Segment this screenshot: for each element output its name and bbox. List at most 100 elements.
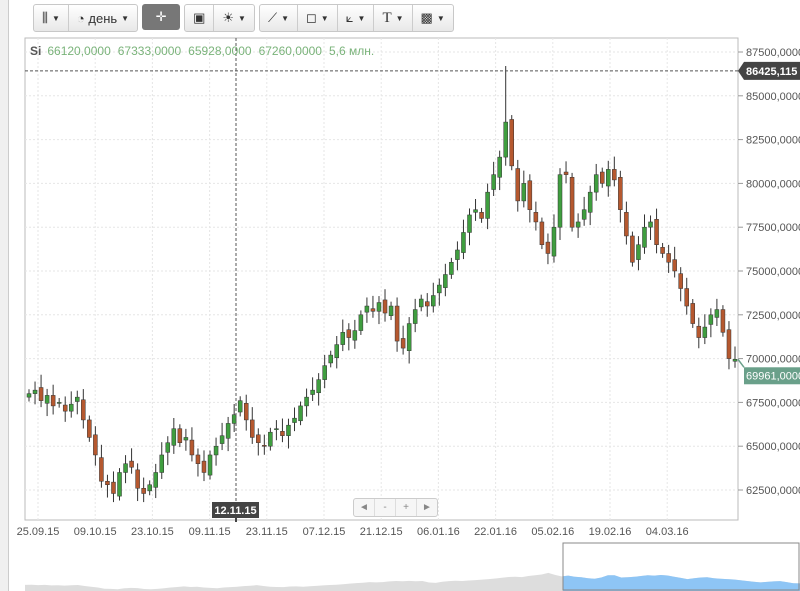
crosshair-price-label-bg (738, 61, 800, 80)
candle-body (370, 308, 376, 312)
candle-body (316, 379, 321, 394)
image-icon: ▩ (420, 10, 433, 25)
studies-button[interactable]: ☀ ▼ (222, 10, 246, 25)
candle-body (364, 305, 370, 313)
candle-body (455, 249, 460, 260)
candle-body (497, 156, 502, 178)
candle-body (606, 169, 611, 187)
candle-body (467, 214, 472, 233)
candle-body (310, 389, 315, 395)
close-value: 67260,0000 (258, 44, 322, 58)
candle-body (280, 431, 285, 436)
candle-body (81, 399, 86, 421)
candle-body (298, 405, 303, 422)
candle-body (461, 232, 466, 253)
zoom-in-button[interactable]: + (396, 499, 417, 516)
candle-body (44, 395, 50, 404)
candle-body (376, 302, 382, 312)
candle-body (111, 481, 116, 494)
navigator-window[interactable] (562, 542, 800, 591)
candle-body (666, 253, 671, 263)
candle-body (485, 191, 490, 219)
period-button[interactable]: ◔ день ▼ (76, 10, 130, 26)
candle-body (425, 301, 430, 307)
candle-body (32, 389, 38, 394)
candle-body (87, 419, 92, 438)
period-label: день (88, 10, 118, 26)
candle-body (557, 174, 563, 228)
x-tick-label: 21.12.15 (360, 526, 403, 538)
candle-body (672, 259, 677, 272)
candle-body (195, 454, 201, 464)
trend-tool-button[interactable]: ⟀ ▼ (338, 5, 375, 31)
candle-body (388, 305, 394, 316)
candle-body (678, 273, 683, 289)
candle-body (630, 235, 635, 263)
candle-body (334, 344, 339, 358)
last-price-pointer (737, 358, 745, 368)
candle-body (726, 329, 732, 359)
candle-body (159, 454, 165, 473)
line-tool-button[interactable]: ⟋ ▼ (260, 5, 298, 31)
candle-body (437, 284, 442, 294)
x-tick-label: 23.11.15 (246, 526, 288, 538)
bar-chart-icon: ▣ (193, 10, 206, 25)
text-tool-button[interactable]: T ▼ (374, 5, 413, 31)
candle-body (708, 314, 714, 325)
candle-body (563, 171, 569, 175)
chart-type-button[interactable]: ⫼ ▼ (34, 5, 69, 31)
crosshair-date-label-bg (212, 502, 259, 518)
navigator-window-series (563, 575, 800, 591)
indicators-button[interactable]: ▣ (185, 5, 215, 31)
candle-body (141, 487, 146, 494)
chart-toolbar: ⫼ ▼ ◔ день ▼ ✛ ▣ ☀ ▼ ⟋ ▼ ◻ ▼ ⟀ ▼ T ▼ ▩ ▼ (33, 4, 454, 32)
y-tick-label: 62500,0000 (746, 485, 800, 497)
candle-body (720, 309, 726, 333)
candle-body (129, 460, 134, 468)
x-tick-label: 19.02.16 (589, 526, 632, 538)
candle-body (75, 396, 80, 402)
candle-body (165, 442, 171, 453)
candle-body (304, 396, 309, 407)
crosshair-button[interactable]: ✛ (142, 4, 181, 30)
candle-body (346, 329, 352, 338)
x-tick-label: 25.09.15 (17, 526, 60, 538)
high-value: 67333,0000 (117, 44, 182, 58)
image-tool-button[interactable]: ▩ ▼ (420, 10, 445, 25)
candle-body (648, 221, 653, 228)
crosshair-date-label: 12.11.15 (214, 505, 256, 517)
candle-body (352, 330, 358, 341)
candle-body (250, 419, 255, 438)
candle-body (62, 404, 68, 412)
candle-body (533, 212, 539, 223)
y-tick-label: 72500,0000 (746, 310, 800, 322)
candle-body (123, 463, 128, 473)
candle-body (286, 424, 291, 436)
crosshair-price-label: 86425,115 (746, 66, 797, 78)
candle-body (213, 445, 219, 456)
scroll-right-button[interactable]: ► (422, 502, 432, 513)
candle-body (491, 174, 496, 190)
candle-body (38, 387, 44, 401)
candle-body (539, 221, 545, 245)
x-tick-label: 09.10.15 (74, 526, 117, 538)
candle-body (256, 434, 261, 443)
candle-body (99, 457, 104, 482)
zoom-out-button[interactable]: - (375, 499, 396, 516)
x-tick-label: 06.01.16 (417, 526, 460, 538)
candle-body (714, 309, 720, 318)
candle-body (696, 325, 702, 338)
x-tick-label: 04.03.16 (646, 526, 689, 538)
candle-body (358, 314, 364, 331)
candle-body (50, 395, 56, 407)
candle-body (292, 417, 297, 423)
scroll-left-button[interactable]: ◄ (354, 499, 375, 516)
candle-body (636, 244, 641, 260)
rectangle-tool-button[interactable]: ◻ ▼ (298, 5, 338, 31)
candle-body (328, 354, 333, 364)
last-price-label: 69961,0000 (746, 370, 800, 382)
low-value: 65928,0000 (188, 44, 252, 58)
ohlc-legend: Si 66120,0000 67333,0000 65928,0000 67260,00… (30, 44, 381, 58)
y-tick-label: 75000,0000 (746, 266, 800, 278)
